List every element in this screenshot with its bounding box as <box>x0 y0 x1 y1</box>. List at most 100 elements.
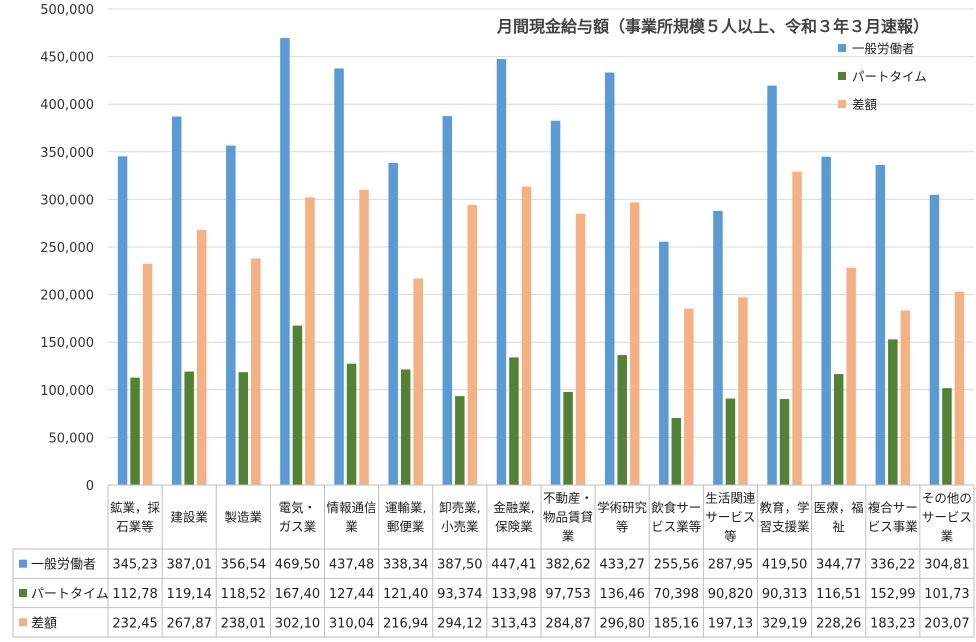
bar-2 <box>779 399 790 485</box>
table-value: 127,44 <box>329 587 375 602</box>
table-value: 70,398 <box>654 587 700 602</box>
table-value: 387,50 <box>437 558 483 573</box>
category-label: 建設業 <box>170 510 208 525</box>
bar-1 <box>442 116 453 485</box>
category-label: ビス事業 <box>868 519 919 534</box>
legend-key <box>838 44 846 52</box>
table-value: 433,27 <box>599 558 645 573</box>
category-label: 鉱業，採 <box>110 500 161 515</box>
category-label: 不動産・ <box>543 491 593 506</box>
legend-label: パートタイム <box>852 69 927 84</box>
table-value: 93,374 <box>437 587 483 602</box>
table-value: 296,80 <box>599 616 645 631</box>
category-label: 業 <box>941 529 954 544</box>
category-label: 運輸業, <box>385 500 426 515</box>
bars <box>117 38 965 486</box>
table-value: 310,04 <box>329 616 375 631</box>
bar-1 <box>117 156 128 485</box>
bar-1 <box>550 120 561 485</box>
bar-2 <box>184 371 194 485</box>
bar-2 <box>130 377 140 485</box>
table-value: 185,16 <box>654 616 700 631</box>
bar-2 <box>346 363 357 485</box>
bar-2 <box>888 339 898 485</box>
category-label: 複合サー <box>868 500 918 515</box>
y-tick-label: 250,000 <box>40 241 94 256</box>
category-label: サービス <box>705 510 755 525</box>
bar-3 <box>196 229 207 485</box>
table-value: 287,95 <box>708 558 754 573</box>
bar-2 <box>671 417 682 485</box>
bar-3 <box>629 202 640 485</box>
bar-3 <box>575 213 586 485</box>
table-value: 203,07 <box>924 616 970 631</box>
y-tick-label: 100,000 <box>40 384 94 399</box>
table-value: 216,94 <box>383 616 429 631</box>
bar-3 <box>251 258 261 485</box>
table-value: 133,98 <box>491 587 537 602</box>
category-label: 電気・ <box>279 500 317 515</box>
bar-2 <box>833 374 844 485</box>
table-value: 267,87 <box>166 616 212 631</box>
bar-3 <box>846 267 856 485</box>
bar-3 <box>142 263 153 485</box>
bar-3 <box>467 204 478 486</box>
bar-1 <box>713 210 723 486</box>
table-value: 238,01 <box>221 616 267 631</box>
bar-1 <box>604 72 615 485</box>
table-series-label: 一般労働者 <box>31 557 96 573</box>
category-label: 医療，福 <box>814 500 864 515</box>
table-value: 284,87 <box>545 616 591 631</box>
bar-1 <box>226 145 236 485</box>
table-value: 419,50 <box>762 558 808 573</box>
y-tick-label: 150,000 <box>40 336 94 351</box>
y-axis-ticks: 0 50,000 100,000 150,000 200,000 250,000 300,0… <box>40 3 94 494</box>
bar-2 <box>725 398 736 485</box>
table-legend-key <box>19 559 27 568</box>
chart-title: 月間現金給与額（事業所規模５人以上、令和３年３月速報） <box>496 17 929 36</box>
category-label: 業 <box>345 519 358 534</box>
bar-1 <box>659 241 669 485</box>
table-value: 336,22 <box>870 558 916 573</box>
category-label: その他の <box>922 491 972 506</box>
table-value: 344,77 <box>816 558 862 573</box>
y-tick-label: 500,000 <box>40 3 94 18</box>
category-label: 金融業, <box>493 500 534 515</box>
bar-3 <box>413 278 423 485</box>
bar-3 <box>954 291 965 485</box>
bar-1 <box>821 156 831 485</box>
table-value: 112,78 <box>112 587 158 602</box>
table-value: 197,13 <box>708 616 754 631</box>
gridlines <box>108 8 974 486</box>
table-series-label: 差額 <box>31 616 57 631</box>
table-value: 338,34 <box>383 558 429 573</box>
table-value: 167,40 <box>275 587 321 602</box>
table-series-label: パートタイム <box>31 587 109 602</box>
legend-key <box>838 72 846 80</box>
category-label: 等 <box>724 529 737 544</box>
table-value: 447,41 <box>491 558 537 573</box>
bar-2 <box>563 391 573 485</box>
bar-1 <box>280 38 290 485</box>
category-label: 郵便業 <box>387 519 425 534</box>
table-value: 304,81 <box>924 558 970 573</box>
y-tick-label: 50,000 <box>49 431 95 446</box>
bar-1 <box>496 59 507 486</box>
table-value: 152,99 <box>870 587 916 602</box>
table-value: 345,23 <box>112 558 158 573</box>
y-tick-label: 400,000 <box>40 98 94 113</box>
table-value: 329,19 <box>762 616 808 631</box>
category-label: サービス <box>922 510 972 525</box>
bar-3 <box>684 308 694 485</box>
y-tick-label: 450,000 <box>40 51 94 66</box>
table-value: 232,45 <box>112 616 158 631</box>
legend-key <box>838 100 846 108</box>
table-value: 313,43 <box>491 616 537 631</box>
bar-3 <box>738 297 748 485</box>
table-value: 90,313 <box>762 587 808 602</box>
table-value: 437,48 <box>329 558 375 573</box>
